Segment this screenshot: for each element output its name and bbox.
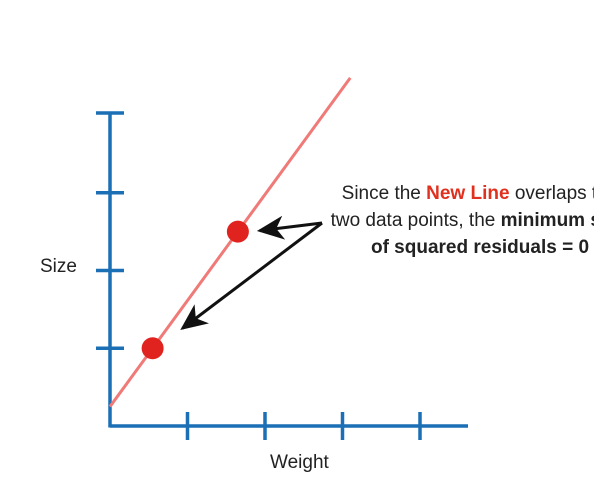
arrow-to-point-1 [180, 221, 323, 331]
annotation-line-3: of squared residuals = 0 [300, 234, 594, 261]
annotation-line-2: two data points, the minimum sum [300, 207, 594, 234]
new-line-highlight: New Line [426, 183, 510, 204]
annotation-text: Since the New Line overlaps the two data… [300, 180, 594, 261]
data-point-1 [141, 337, 164, 360]
annotation-text-1b: overlaps the [514, 183, 594, 204]
x-axis-label: Weight [270, 452, 329, 473]
y-axis-label: Size [40, 256, 77, 277]
annotation-text-3: of squared residuals = 0 [370, 237, 590, 258]
data-point-2 [226, 220, 249, 243]
annotation-text-2a: two data points, the [330, 210, 501, 231]
annotation-text-1a: Since the [341, 183, 427, 204]
annotation-text-2b: minimum sum [500, 210, 594, 231]
arrow-to-point-2 [256, 215, 323, 240]
annotation-line-1: Since the New Line overlaps the [300, 180, 594, 207]
